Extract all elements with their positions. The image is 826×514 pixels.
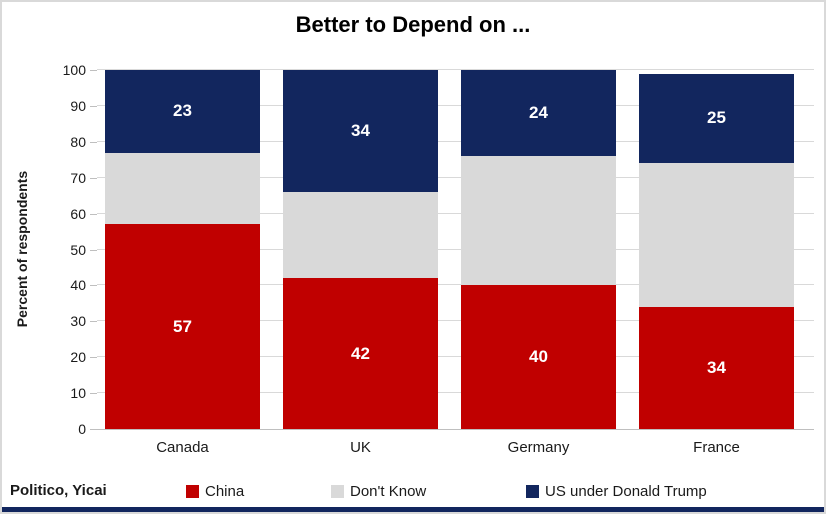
bottom-accent-bar — [2, 507, 824, 512]
plot-area: 57 23 42 34 40 24 34 25 — [97, 69, 814, 430]
legend-label: US under Donald Trump — [545, 483, 707, 500]
source-attribution: Politico, Yicai — [10, 482, 107, 499]
y-tick-label: 10 — [70, 385, 86, 402]
y-tick-mark — [90, 177, 97, 179]
gridline — [97, 248, 814, 250]
legend-item-us-trump: US under Donald Trump — [526, 483, 707, 500]
bar-segment: 34 — [283, 70, 438, 193]
gridline — [97, 392, 814, 394]
legend-label: Don't Know — [350, 483, 427, 500]
stacked-bar-canada: 57 23 — [105, 70, 260, 429]
y-tick-mark — [90, 70, 97, 71]
legend-label: China — [205, 483, 245, 500]
x-axis-category-labels: Canada UK Germany France — [97, 439, 814, 461]
data-label: 40 — [529, 347, 548, 367]
us-trump-legend-swatch — [526, 485, 539, 498]
y-tick-mark — [90, 213, 97, 215]
data-label: 42 — [351, 343, 370, 363]
category-label: Canada — [156, 439, 209, 456]
y-tick-label: 80 — [70, 133, 86, 150]
bar-segment: 25 — [639, 73, 794, 164]
category-label: Germany — [507, 439, 570, 456]
y-tick-mark — [90, 429, 97, 430]
y-tick-label: 70 — [70, 169, 86, 186]
bar-segment — [639, 163, 794, 307]
gridline — [97, 356, 814, 358]
y-tick-label: 90 — [70, 97, 86, 114]
y-tick-mark — [90, 321, 97, 323]
gridline — [97, 69, 814, 70]
bar-segment: 23 — [105, 70, 260, 153]
y-tick-label: 30 — [70, 313, 86, 330]
y-tick-mark — [90, 393, 97, 395]
legend-item-china: China — [186, 483, 244, 500]
y-tick-label: 50 — [70, 241, 86, 258]
y-tick-mark — [90, 285, 97, 287]
bar-segment: 34 — [639, 306, 794, 429]
y-tick-label: 0 — [78, 421, 86, 437]
y-tick-label: 20 — [70, 349, 86, 366]
gridline — [97, 104, 814, 106]
stacked-bar-germany: 40 24 — [461, 70, 616, 429]
data-label: 34 — [707, 357, 726, 377]
y-tick-mark — [90, 249, 97, 251]
data-label: 57 — [173, 316, 192, 336]
y-tick-mark — [90, 357, 97, 359]
gridline — [97, 429, 814, 430]
dont-know-legend-swatch — [331, 485, 344, 498]
y-axis-tick-labels: 0 10 20 30 40 50 60 70 80 90 100 — [2, 62, 86, 437]
stacked-bar-france: 34 25 — [639, 70, 794, 429]
data-label: 25 — [707, 108, 726, 128]
y-tick-label: 100 — [62, 62, 86, 78]
gridline — [97, 320, 814, 322]
legend-item-dont-know: Don't Know — [331, 483, 426, 500]
bar-segment: 40 — [461, 285, 616, 429]
gridline — [97, 212, 814, 214]
bar-segment — [283, 192, 438, 279]
data-label: 34 — [351, 121, 370, 141]
bar-segment: 57 — [105, 224, 260, 429]
y-tick-label: 40 — [70, 277, 86, 294]
category-label: UK — [350, 439, 371, 456]
data-label: 24 — [529, 103, 548, 123]
gridline — [97, 140, 814, 142]
bar-segment — [461, 156, 616, 286]
bar-segment: 42 — [283, 278, 438, 429]
data-label: 23 — [173, 101, 192, 121]
bar-segment: 24 — [461, 70, 616, 157]
stacked-bar-uk: 42 34 — [283, 70, 438, 429]
y-tick-label: 60 — [70, 205, 86, 222]
category-label: France — [693, 439, 740, 456]
gridline — [97, 176, 814, 178]
y-tick-mark — [90, 141, 97, 143]
chart-title: Better to Depend on ... — [295, 12, 531, 37]
y-tick-mark — [90, 105, 97, 107]
china-legend-swatch — [186, 485, 199, 498]
gridline — [97, 284, 814, 286]
bar-segment — [105, 152, 260, 225]
